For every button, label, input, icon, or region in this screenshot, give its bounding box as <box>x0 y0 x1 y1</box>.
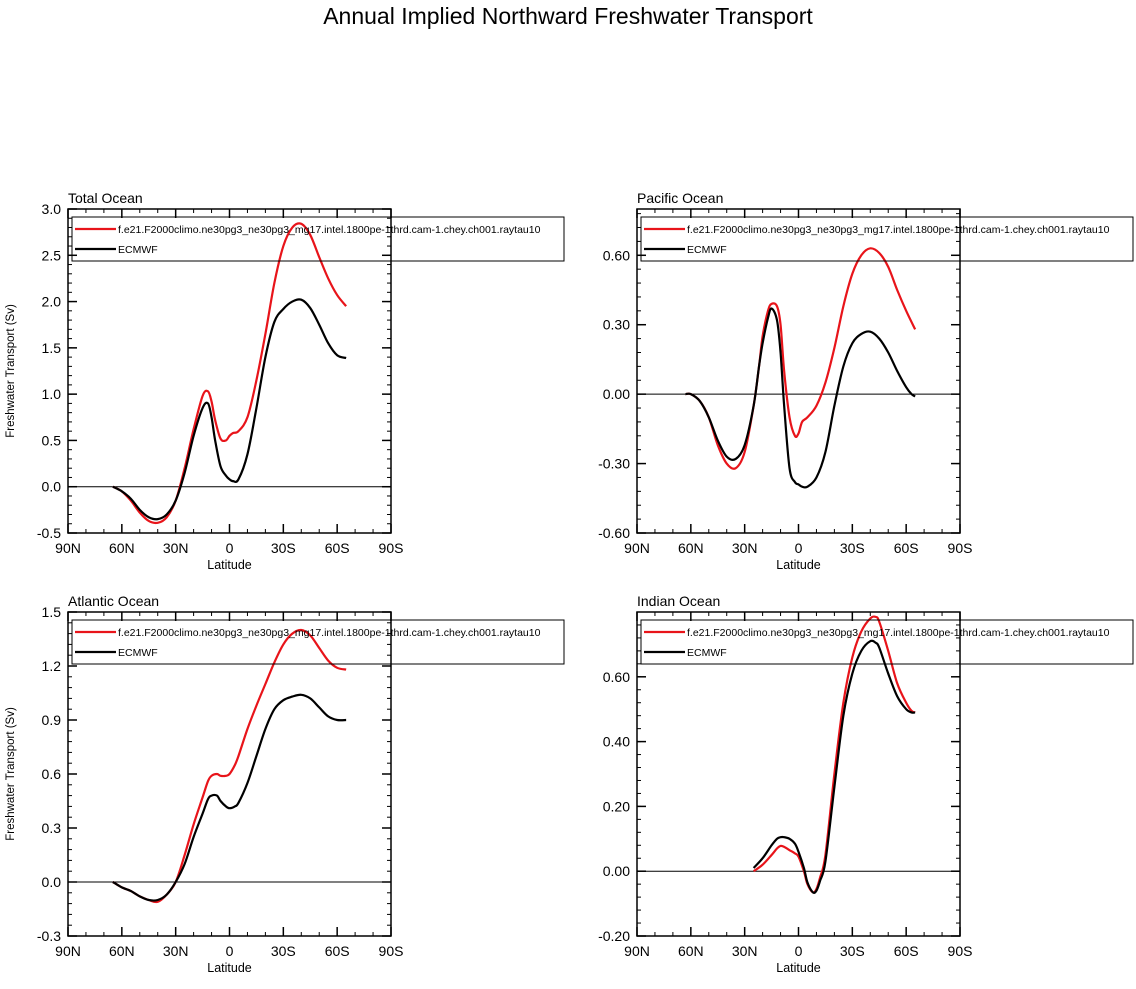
y-tick-label: 3.0 <box>42 201 62 217</box>
model-series-line <box>112 222 347 525</box>
y-tick-label: -0.20 <box>598 928 630 944</box>
x-tick-label: 60S <box>325 540 350 556</box>
x-tick-label: 90N <box>624 540 650 556</box>
x-tick-label: 0 <box>795 943 803 959</box>
model-series-line <box>112 628 347 904</box>
x-tick-label: 60S <box>325 943 350 959</box>
model-series-line <box>752 615 916 894</box>
y-tick-label: 2.0 <box>42 294 62 310</box>
panel-title: Pacific Ocean <box>637 190 723 206</box>
x-tick-label: 60S <box>894 540 919 556</box>
x-axis-label: Latitude <box>776 961 821 975</box>
y-tick-label: 1.2 <box>42 658 62 674</box>
x-tick-label: 90S <box>379 540 404 556</box>
plot-frame <box>636 611 961 937</box>
legend-box <box>640 216 1134 262</box>
y-tick-label: 0.00 <box>603 386 630 402</box>
x-tick-label: 90S <box>948 943 973 959</box>
legend-model-label: f.e21.F2000climo.ne30pg3_ne30pg3_mg17.in… <box>118 224 541 236</box>
legend-model-label: f.e21.F2000climo.ne30pg3_ne30pg3_mg17.in… <box>687 627 1110 639</box>
y-tick-label: 0.00 <box>603 863 630 879</box>
x-tick-label: 30N <box>163 943 189 959</box>
y-tick-label: 0.20 <box>603 798 630 814</box>
legend-ecmwf-label: ECMWF <box>118 647 158 659</box>
y-tick-label: 2.5 <box>42 247 62 263</box>
chart-pacific-ocean: Pacific Ocean 90N 60N 30N 0 30S 60S 90S -0.60 -0.… <box>598 190 1134 572</box>
y-tick-label: 0.30 <box>603 317 630 333</box>
x-tick-label: 90S <box>379 943 404 959</box>
y-tick-label: -0.60 <box>598 525 630 541</box>
y-tick-label: -0.3 <box>37 928 61 944</box>
y-tick-label: -0.30 <box>598 456 630 472</box>
chart-total-ocean: Total Ocean 90N 60N 30N 0 30S 60S 90S -0.5 0.0 0.5… <box>5 190 565 572</box>
ecmwf-series-line <box>685 307 916 489</box>
y-tick-label: 1.0 <box>42 386 62 402</box>
legend-model-label: f.e21.F2000climo.ne30pg3_ne30pg3_mg17.in… <box>118 627 541 639</box>
x-tick-label: 90N <box>55 943 81 959</box>
x-tick-label: 60N <box>109 943 135 959</box>
y-tick-label: 1.5 <box>42 340 62 356</box>
x-axis-label: Latitude <box>776 558 821 572</box>
y-tick-label: 0.60 <box>603 247 630 263</box>
x-axis-label: Latitude <box>207 558 252 572</box>
legend-model-label: f.e21.F2000climo.ne30pg3_ne30pg3_mg17.in… <box>687 224 1110 236</box>
x-tick-label: 30N <box>732 540 758 556</box>
x-tick-label: 30S <box>271 540 296 556</box>
y-tick-label: 0.0 <box>42 874 62 890</box>
y-axis-label: Freshwater Transport (Sv) <box>5 707 17 841</box>
ecmwf-series-line <box>112 298 347 521</box>
x-tick-label: 60N <box>678 540 704 556</box>
legend-ecmwf-label: ECMWF <box>118 244 158 256</box>
y-tick-label: 0.6 <box>42 766 62 782</box>
y-tick-label: 0.0 <box>42 479 62 495</box>
x-tick-label: 30N <box>732 943 758 959</box>
y-tick-label: 0.9 <box>42 712 62 728</box>
x-tick-label: 60N <box>109 540 135 556</box>
y-tick-label: 1.5 <box>42 604 62 620</box>
plot-frame <box>67 611 392 937</box>
plot-frame <box>636 208 961 534</box>
y-tick-label: 0.3 <box>42 820 62 836</box>
x-tick-label: 90S <box>948 540 973 556</box>
chart-indian-ocean: Indian Ocean 90N 60N 30N 0 30S 60S 90S -0.20 0.00… <box>598 593 1134 975</box>
panel-title: Atlantic Ocean <box>68 593 159 609</box>
x-tick-label: 0 <box>226 943 234 959</box>
x-tick-label: 0 <box>795 540 803 556</box>
legend-ecmwf-label: ECMWF <box>687 244 727 256</box>
x-axis-label: Latitude <box>207 961 252 975</box>
model-series-line <box>685 247 917 470</box>
x-tick-label: 30S <box>840 540 865 556</box>
x-tick-label: 90N <box>624 943 650 959</box>
chart-atlantic-ocean: Atlantic Ocean 90N 60N 30N 0 30S 60S 90S -0.3 0.0… <box>5 593 565 975</box>
panel-title: Indian Ocean <box>637 593 720 609</box>
y-tick-label: 0.5 <box>42 432 62 448</box>
legend-box <box>71 216 565 262</box>
legend-box <box>71 619 565 665</box>
y-tick-label: 0.40 <box>603 734 630 750</box>
legend-ecmwf-label: ECMWF <box>687 647 727 659</box>
panel-title: Total Ocean <box>68 190 143 206</box>
x-tick-label: 60N <box>678 943 704 959</box>
plot-frame <box>67 208 392 534</box>
y-tick-label: 0.60 <box>603 669 630 685</box>
x-tick-label: 30N <box>163 540 189 556</box>
x-tick-label: 30S <box>271 943 296 959</box>
x-tick-label: 90N <box>55 540 81 556</box>
x-tick-label: 30S <box>840 943 865 959</box>
legend-box <box>640 619 1134 665</box>
y-axis-label: Freshwater Transport (Sv) <box>5 304 17 438</box>
x-tick-label: 0 <box>226 540 234 556</box>
ecmwf-series-line <box>112 693 347 902</box>
figure-title: Annual Implied Northward Freshwater Tran… <box>323 3 813 29</box>
y-tick-label: -0.5 <box>37 525 61 541</box>
x-tick-label: 60S <box>894 943 919 959</box>
